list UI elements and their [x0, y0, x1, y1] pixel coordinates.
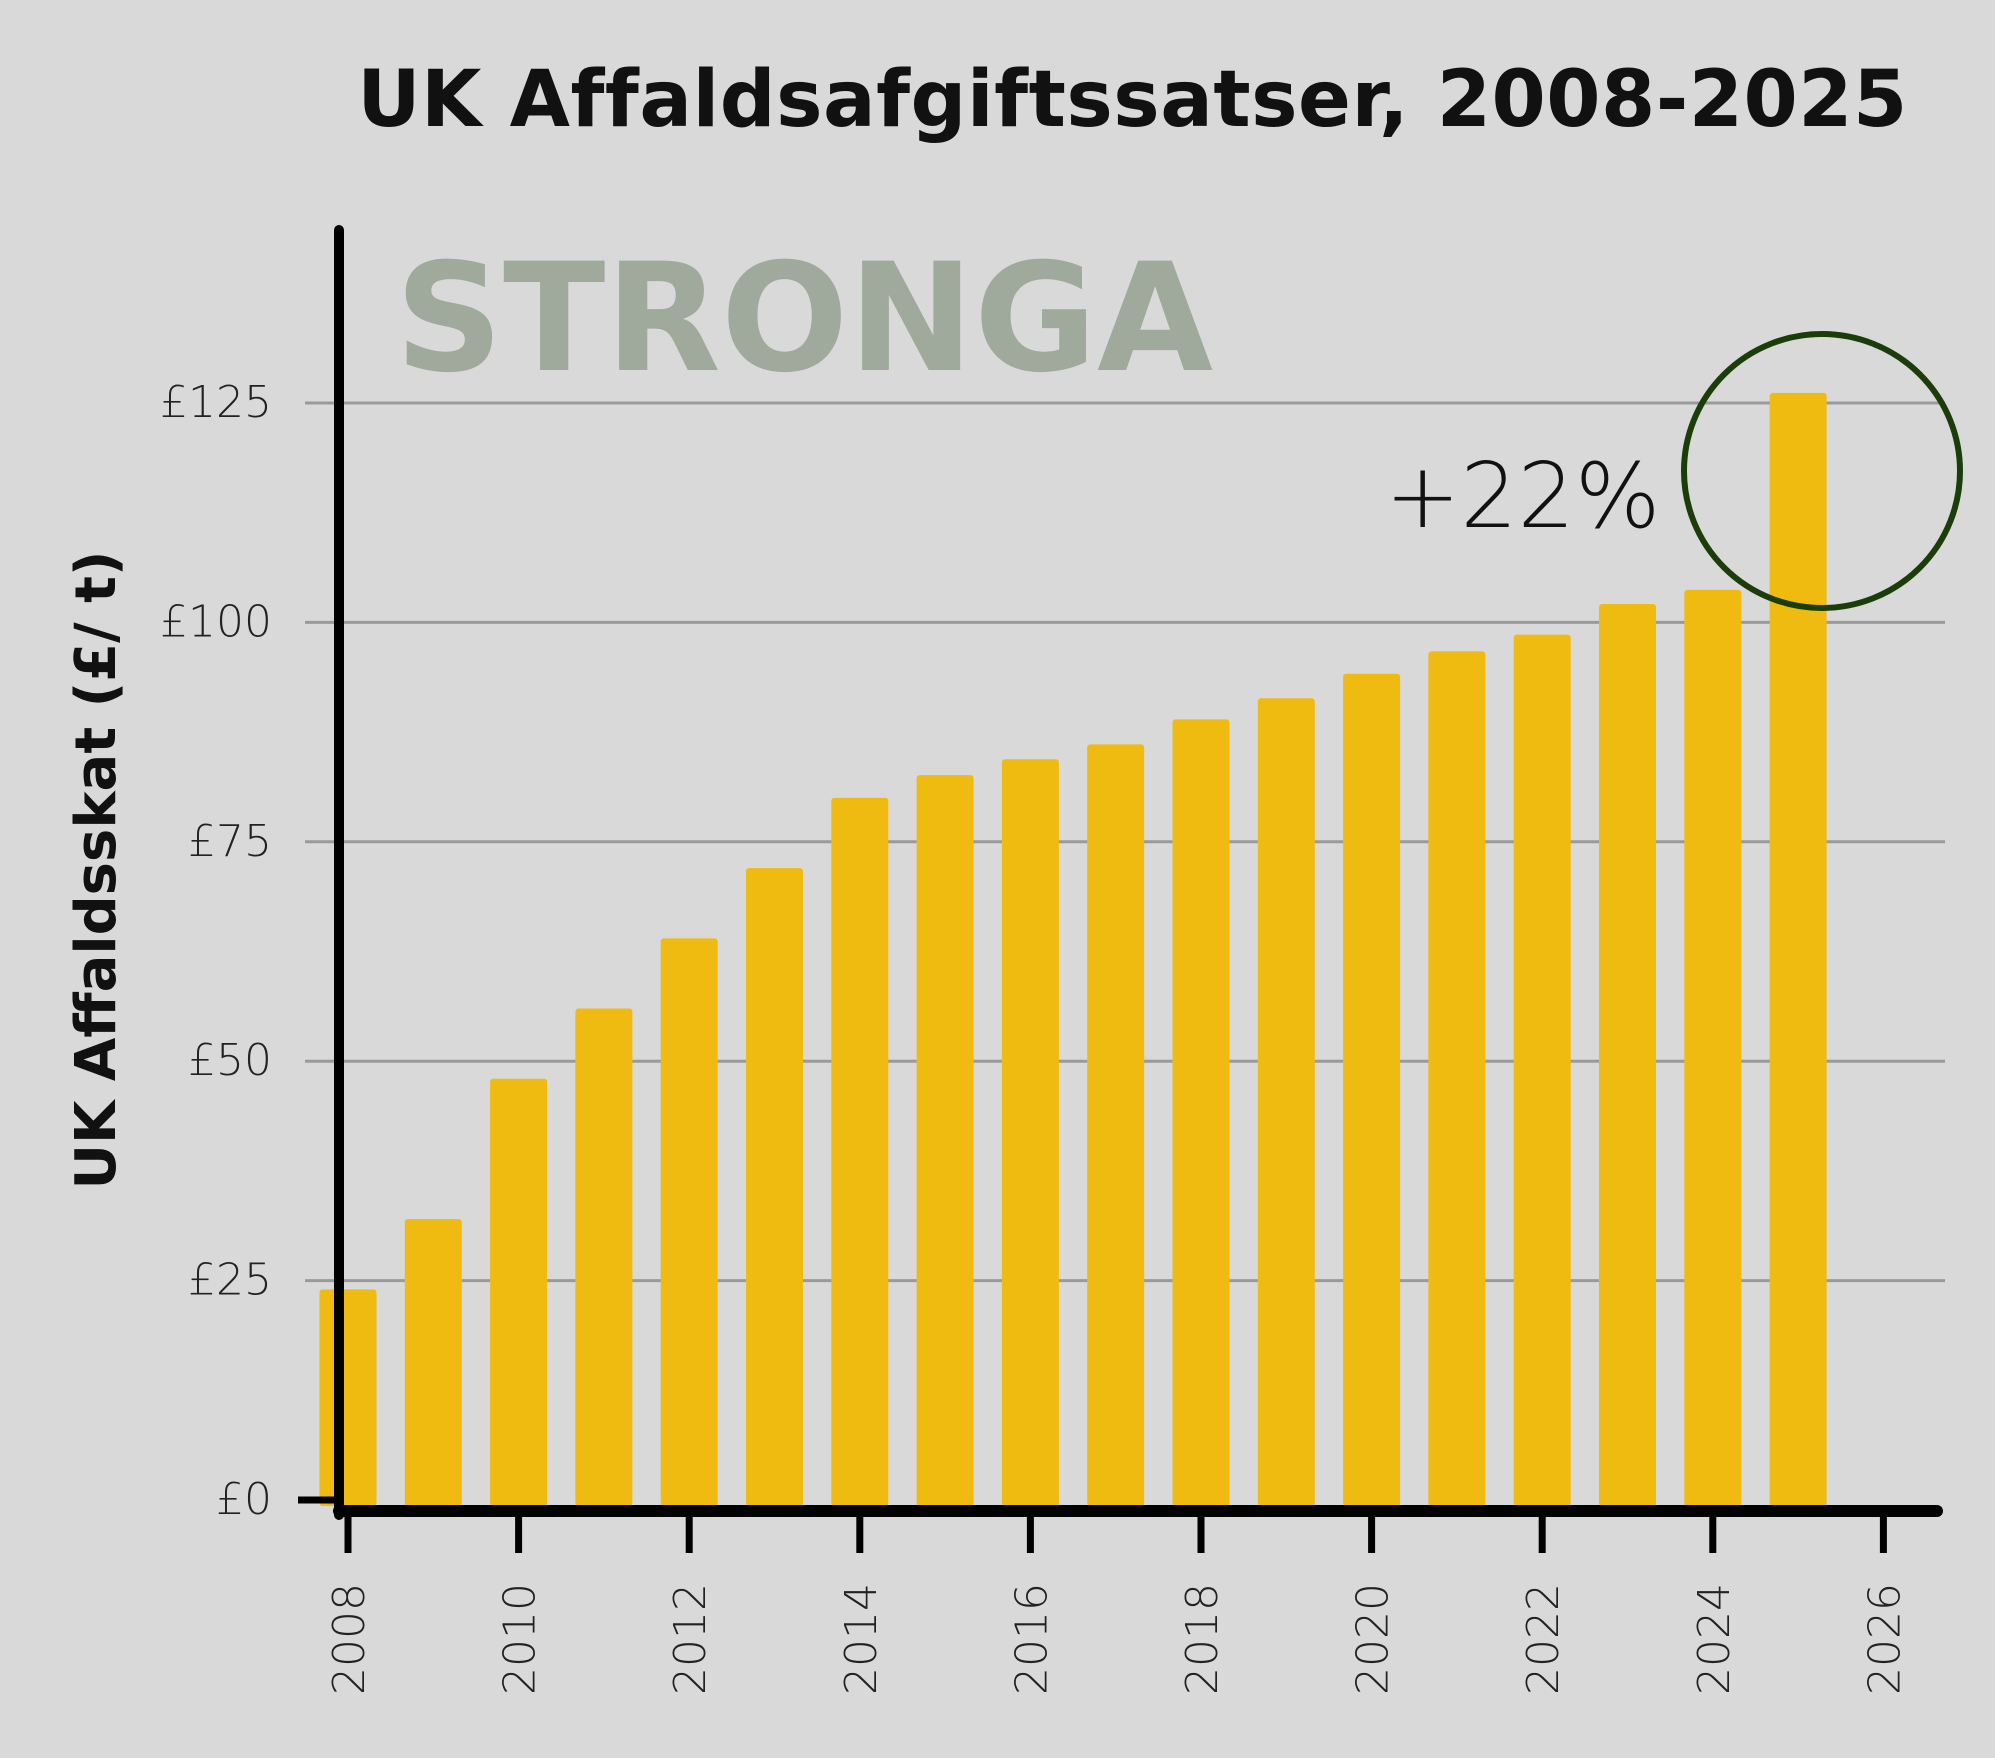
x-tick-label: 2024	[1689, 1583, 1740, 1695]
y-tick-label: £125	[160, 377, 272, 428]
axes	[298, 225, 1943, 1520]
x-tick-label: 2016	[1006, 1583, 1057, 1695]
chart-title: UK Affaldsafgiftssatser, 2008-2025	[357, 55, 1908, 145]
y-tick-label: £50	[188, 1035, 272, 1086]
y-tick-label: £100	[160, 596, 272, 647]
bar	[1513, 634, 1571, 1506]
bar	[1343, 673, 1401, 1506]
x-tick-label: 2012	[665, 1583, 716, 1695]
y-tick-label: £25	[188, 1255, 272, 1306]
watermark-logo: STRONGA	[395, 232, 1213, 406]
bar	[1087, 744, 1145, 1506]
bar	[1172, 719, 1230, 1506]
bar	[660, 938, 718, 1506]
bar	[490, 1078, 548, 1506]
bar	[746, 868, 803, 1506]
x-ticks: 2008 2010 2012 2014 2016 2018 2020 2022 2024 2026	[324, 1511, 1910, 1695]
bar	[1599, 603, 1656, 1506]
bar	[404, 1219, 462, 1506]
bar	[319, 1289, 377, 1506]
x-tick-label: 2022	[1518, 1583, 1569, 1695]
highlight-circle	[1681, 331, 1963, 611]
x-tick-label: 2010	[495, 1583, 546, 1695]
bar	[831, 797, 889, 1506]
y-tick-label: £0	[216, 1474, 272, 1525]
y-tick-label: £75	[188, 816, 272, 867]
bar	[1769, 392, 1827, 1506]
bar	[575, 1008, 633, 1506]
x-tick-label: 2018	[1177, 1583, 1228, 1695]
bar	[1257, 698, 1315, 1506]
increase-annotation: +22%	[1385, 444, 1660, 549]
bar	[1428, 651, 1486, 1506]
x-tick-label: 2008	[324, 1583, 375, 1695]
bars	[319, 392, 1827, 1506]
x-tick-label: 2026	[1859, 1583, 1910, 1695]
bar	[1001, 759, 1059, 1506]
y-axis-label: UK Affaldsskat (£/ t)	[64, 551, 129, 1190]
bar	[1684, 589, 1742, 1506]
x-tick-label: 2020	[1348, 1583, 1399, 1695]
bar	[916, 775, 974, 1506]
x-tick-label: 2014	[836, 1583, 887, 1695]
y-tick-labels: £0 £25 £50 £75 £100 £125	[160, 377, 272, 1525]
